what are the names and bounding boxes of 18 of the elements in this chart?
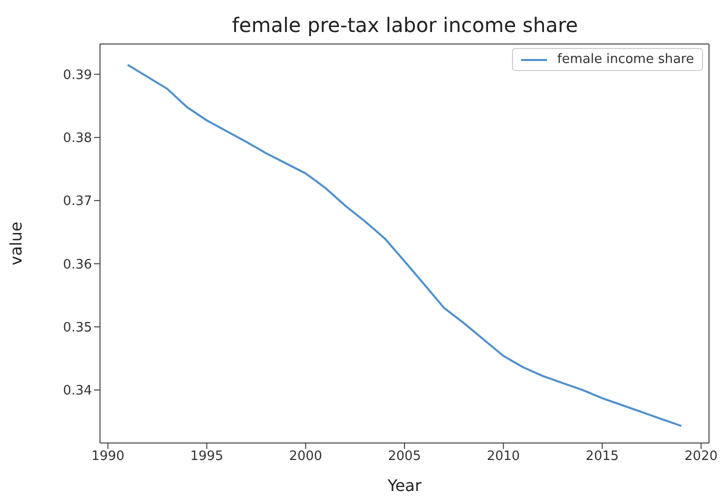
y-tick-label: 0.35 (63, 320, 92, 336)
legend-label: female income share (557, 52, 694, 67)
y-tick-label: 0.38 (63, 131, 92, 146)
y-axis-title: value (6, 222, 26, 266)
y-tick-label: 0.39 (63, 68, 92, 83)
x-tick-label: 2020 (684, 449, 718, 464)
x-tick-label: 2010 (486, 449, 520, 464)
chart-title: female pre-tax labor income share (231, 13, 579, 37)
y-tick-label: 0.36 (63, 257, 92, 272)
x-tick-label: 1995 (190, 449, 224, 464)
x-tick-label: 2015 (586, 449, 619, 464)
x-tick-label: 2005 (388, 449, 422, 464)
x-tick-label: 2000 (289, 449, 322, 464)
line-series (126, 64, 682, 427)
y-tick-label: 0.34 (63, 384, 92, 399)
x-tick-label: 1990 (91, 449, 124, 464)
y-tick-label: 0.37 (63, 194, 92, 210)
x-axis-title: Year (386, 476, 422, 495)
